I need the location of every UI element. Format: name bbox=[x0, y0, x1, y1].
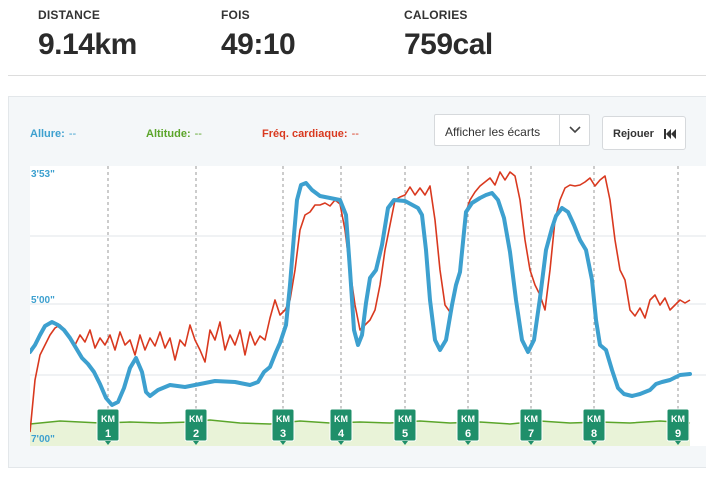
replay-button[interactable]: Rejouer bbox=[602, 116, 686, 150]
km-badge-number: 5 bbox=[402, 428, 408, 440]
km-badge-prefix: KM bbox=[524, 414, 538, 424]
km-badge-pointer bbox=[591, 441, 597, 445]
km-badge-prefix: KM bbox=[587, 414, 601, 424]
stat-value: 759cal bbox=[404, 28, 493, 61]
heart-rate-line bbox=[29, 171, 691, 433]
y-tick-label: 5'00" bbox=[31, 295, 55, 306]
activity-chart[interactable]: KM 1 KM 2 KM 3 KM 4 KM 5 KM 6 KM 7 KM 8 KM 9 bbox=[28, 166, 706, 446]
stat-label: CALORIES bbox=[404, 8, 468, 22]
stat-time: FOIS 49:10 bbox=[221, 8, 296, 62]
rewind-icon bbox=[664, 129, 676, 139]
km-marker[interactable]: KM 9 bbox=[666, 408, 690, 445]
km-marker[interactable]: KM 3 bbox=[271, 408, 295, 445]
km-badge-prefix: KM bbox=[671, 414, 685, 424]
km-badge-pointer bbox=[338, 441, 344, 445]
km-badge-prefix: KM bbox=[189, 414, 203, 424]
legend-label: Allure: bbox=[30, 128, 65, 140]
km-marker[interactable]: KM 2 bbox=[184, 408, 208, 445]
legend-value: -- bbox=[68, 128, 77, 140]
stats-bar: DISTANCE 9.14km FOIS 49:10 CALORIES 759c… bbox=[0, 0, 706, 76]
replay-label: Rejouer bbox=[613, 128, 654, 140]
km-marker[interactable]: KM 5 bbox=[393, 408, 417, 445]
legend-value: -- bbox=[194, 128, 202, 140]
divider bbox=[8, 75, 706, 76]
pace-line bbox=[28, 181, 692, 407]
km-badge-number: 7 bbox=[528, 428, 534, 440]
legend-label: Altitude: bbox=[146, 128, 191, 140]
y-tick-label: 7'00" bbox=[31, 434, 55, 445]
km-marker[interactable]: KM 6 bbox=[456, 408, 480, 445]
km-marker[interactable]: KM 1 bbox=[96, 408, 120, 445]
km-badge-number: 6 bbox=[465, 428, 471, 440]
km-badge-pointer bbox=[105, 441, 111, 445]
stat-label: DISTANCE bbox=[38, 8, 101, 22]
km-badge-prefix: KM bbox=[101, 414, 115, 424]
stat-label: FOIS bbox=[221, 8, 250, 22]
km-badge-pointer bbox=[193, 441, 199, 445]
legend-label: Fréq. cardiaque: bbox=[262, 128, 348, 140]
km-badge-prefix: KM bbox=[334, 414, 348, 424]
km-badge-pointer bbox=[675, 441, 681, 445]
splits-select-label: Afficher les écarts bbox=[445, 125, 541, 139]
km-badge-number: 3 bbox=[280, 428, 286, 440]
km-marker[interactable]: KM 4 bbox=[329, 408, 353, 445]
stat-distance: DISTANCE 9.14km bbox=[38, 8, 137, 62]
km-marker[interactable]: KM 7 bbox=[519, 408, 543, 445]
legend-value: -- bbox=[351, 128, 359, 140]
splits-select[interactable]: Afficher les écarts bbox=[434, 114, 590, 146]
stat-value: 9.14km bbox=[38, 28, 137, 61]
y-tick-label: 3'53" bbox=[31, 169, 55, 180]
stat-value: 49:10 bbox=[221, 28, 296, 61]
km-badge-number: 2 bbox=[193, 428, 199, 440]
km-badge-number: 9 bbox=[675, 428, 681, 440]
km-badge-pointer bbox=[465, 441, 471, 445]
km-badge-pointer bbox=[528, 441, 534, 445]
stat-calories: CALORIES 759cal bbox=[404, 8, 493, 62]
km-badge-pointer bbox=[280, 441, 286, 445]
chevron-down-icon bbox=[569, 126, 581, 134]
legend-heart-rate: Fréq. cardiaque: -- bbox=[262, 128, 359, 140]
legend-altitude: Altitude: -- bbox=[146, 128, 202, 140]
km-badge-pointer bbox=[402, 441, 408, 445]
km-badge-number: 8 bbox=[591, 428, 597, 440]
select-divider bbox=[559, 115, 560, 145]
km-badge-prefix: KM bbox=[398, 414, 412, 424]
km-badge-prefix: KM bbox=[461, 414, 475, 424]
km-badge-number: 4 bbox=[338, 428, 345, 440]
chart-svg: KM 1 KM 2 KM 3 KM 4 KM 5 KM 6 KM 7 KM 8 KM 9 bbox=[28, 166, 706, 446]
km-badge-prefix: KM bbox=[276, 414, 290, 424]
km-badge-number: 1 bbox=[105, 428, 111, 440]
km-marker[interactable]: KM 8 bbox=[582, 408, 606, 445]
legend-pace: Allure: -- bbox=[30, 128, 76, 140]
